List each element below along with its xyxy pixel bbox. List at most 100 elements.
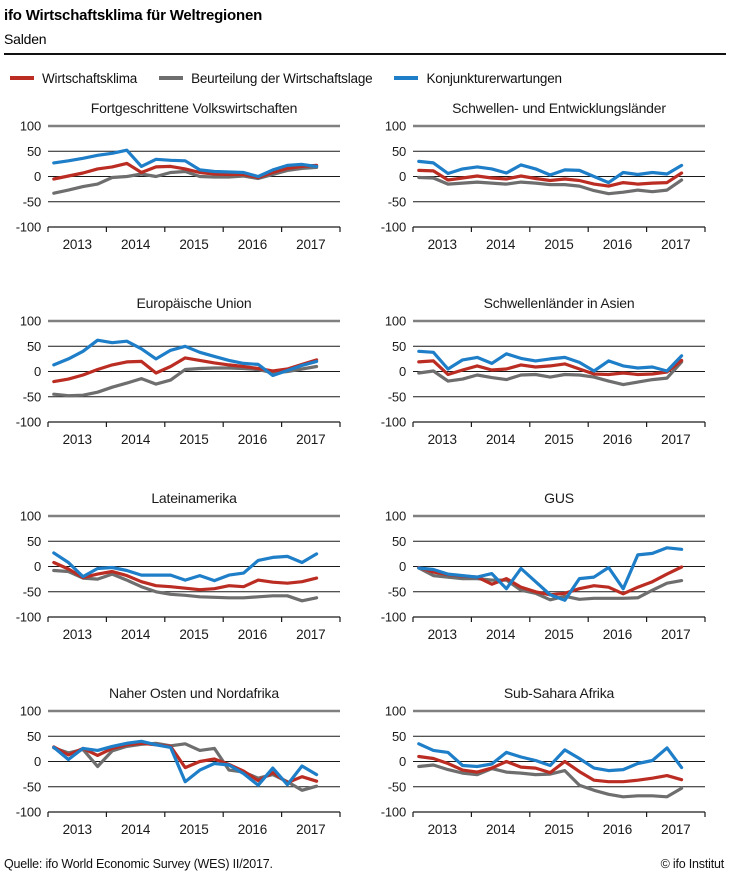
svg-text:100: 100: [20, 509, 41, 524]
svg-text:-50: -50: [388, 779, 406, 794]
chart-title: Europäische Union: [136, 295, 252, 311]
plot-area: 100 50 0 -50 -100 2013 2014 2015 2016 2017: [16, 509, 341, 642]
svg-text:2013: 2013: [63, 627, 92, 642]
svg-text:2014: 2014: [121, 237, 151, 252]
svg-text:2013: 2013: [428, 432, 457, 447]
svg-text:-50: -50: [388, 584, 406, 599]
legend-item-wirtschaftsklima: Wirtschaftsklima: [10, 71, 137, 86]
svg-text:2016: 2016: [603, 432, 632, 447]
legend-label: Beurteilung der Wirtschaftslage: [191, 70, 373, 86]
svg-text:2017: 2017: [296, 432, 325, 447]
chart-title: Lateinamerika: [151, 490, 237, 506]
plot-area: 100 50 0 -50 -100 2013 2014 2015 2016 2017: [16, 314, 341, 447]
svg-text:2015: 2015: [544, 822, 573, 837]
svg-text:2014: 2014: [486, 432, 516, 447]
svg-text:100: 100: [385, 119, 406, 134]
svg-text:2015: 2015: [544, 237, 573, 252]
plot-area: 100 50 0 -50 -100 2013 2014 2015 2016 2017: [381, 509, 706, 642]
legend-item-beurteilung-der-wirtschaftslage: Beurteilung der Wirtschaftslage: [159, 70, 373, 86]
footer: Quelle: ifo World Economic Survey (WES) …: [4, 857, 724, 871]
svg-text:50: 50: [27, 729, 41, 744]
svg-text:-100: -100: [381, 610, 406, 625]
svg-text:2017: 2017: [296, 822, 325, 837]
svg-text:2017: 2017: [296, 237, 325, 252]
chart-title: Schwellen- und Entwicklungsländer: [452, 100, 666, 116]
svg-text:50: 50: [392, 534, 406, 549]
chart-title: GUS: [544, 490, 574, 506]
svg-text:0: 0: [399, 754, 406, 769]
svg-text:2013: 2013: [428, 627, 457, 642]
chart-title: Sub-Sahara Afrika: [503, 685, 615, 701]
svg-text:-50: -50: [388, 194, 406, 209]
svg-text:2014: 2014: [121, 432, 151, 447]
legend-label: Wirtschaftsklima: [42, 70, 138, 86]
svg-text:0: 0: [34, 364, 41, 379]
svg-text:2015: 2015: [544, 432, 573, 447]
wirtschaftslage-line-icon: [159, 76, 184, 80]
svg-text:100: 100: [20, 704, 41, 719]
svg-text:0: 0: [34, 559, 41, 574]
svg-text:2015: 2015: [179, 627, 208, 642]
charts-grid: Fortgeschrittene Volkswirtschaften 100 50…: [0, 98, 730, 878]
svg-text:2016: 2016: [238, 822, 267, 837]
chart-europaeische-union: Europäische Union 100 50 0 -50 -100 2013 2014 2…: [0, 293, 365, 488]
svg-text:2017: 2017: [296, 627, 325, 642]
svg-text:2013: 2013: [428, 822, 457, 837]
svg-text:50: 50: [27, 534, 41, 549]
svg-text:0: 0: [399, 169, 406, 184]
svg-text:2016: 2016: [238, 237, 267, 252]
chart-sub-sahara-afrika: Sub-Sahara Afrika 100 50 0 -50 -100 2013 2014 2…: [365, 683, 730, 878]
svg-text:2015: 2015: [179, 237, 208, 252]
svg-text:2017: 2017: [661, 432, 690, 447]
header: ifo Wirtschaftsklima für Weltregionen Sa…: [0, 0, 730, 55]
svg-text:-50: -50: [23, 194, 41, 209]
svg-text:2017: 2017: [661, 627, 690, 642]
svg-text:2014: 2014: [486, 627, 516, 642]
source-note: Quelle: ifo World Economic Survey (WES) …: [4, 857, 273, 871]
chart-schwellen-und-entwicklungslaender: Schwellen- und Entwicklungsländer 100 50 0…: [365, 98, 730, 293]
plot-area: 100 50 0 -50 -100 2013 2014 2015 2016 2017: [381, 704, 706, 837]
svg-text:-100: -100: [16, 220, 41, 235]
header-divider: [4, 53, 726, 55]
svg-text:2016: 2016: [603, 237, 632, 252]
svg-text:2014: 2014: [121, 627, 151, 642]
svg-text:-100: -100: [16, 415, 41, 430]
chart-lateinamerika: Lateinamerika 100 50 0 -50 -100 2013 2014 2015 2…: [0, 488, 365, 683]
plot-area: 100 50 0 -50 -100 2013 2014 2015 2016 2017: [16, 704, 341, 837]
svg-text:50: 50: [392, 729, 406, 744]
svg-text:2017: 2017: [661, 822, 690, 837]
svg-text:2013: 2013: [63, 432, 92, 447]
svg-text:2013: 2013: [63, 822, 92, 837]
chart-naher-osten-und-nordafrika: Naher Osten und Nordafrika 100 50 0 -50 -100…: [0, 683, 365, 878]
svg-text:-50: -50: [388, 389, 406, 404]
chart-title: Fortgeschrittene Volkswirtschaften: [90, 100, 298, 116]
svg-text:2014: 2014: [121, 822, 151, 837]
svg-text:-100: -100: [381, 415, 406, 430]
svg-text:2017: 2017: [661, 237, 690, 252]
plot-area: 100 50 0 -50 -100 2013 2014 2015 2016 2017: [381, 119, 706, 252]
svg-text:2013: 2013: [63, 237, 92, 252]
legend-item-konjunkturerwartungen: Konjunkturerwartungen: [394, 71, 562, 86]
svg-text:100: 100: [20, 119, 41, 134]
svg-text:-50: -50: [23, 389, 41, 404]
svg-text:-50: -50: [23, 584, 41, 599]
svg-text:2015: 2015: [179, 822, 208, 837]
chart-title: Naher Osten und Nordafrika: [109, 685, 279, 701]
svg-text:50: 50: [392, 144, 406, 159]
svg-text:2014: 2014: [486, 822, 516, 837]
svg-text:2015: 2015: [544, 627, 573, 642]
svg-text:2014: 2014: [486, 237, 516, 252]
svg-text:-100: -100: [16, 805, 41, 820]
copyright-note: © ifo Institut: [660, 857, 725, 871]
svg-text:-100: -100: [16, 610, 41, 625]
svg-text:2016: 2016: [238, 627, 267, 642]
svg-text:2013: 2013: [428, 237, 457, 252]
svg-text:100: 100: [385, 314, 406, 329]
chart-fortgeschrittene-volkswirtschaften: Fortgeschrittene Volkswirtschaften 100 50…: [0, 98, 365, 293]
svg-text:2016: 2016: [238, 432, 267, 447]
svg-text:-100: -100: [381, 805, 406, 820]
svg-text:0: 0: [399, 364, 406, 379]
svg-text:2016: 2016: [603, 822, 632, 837]
svg-text:50: 50: [27, 339, 41, 354]
